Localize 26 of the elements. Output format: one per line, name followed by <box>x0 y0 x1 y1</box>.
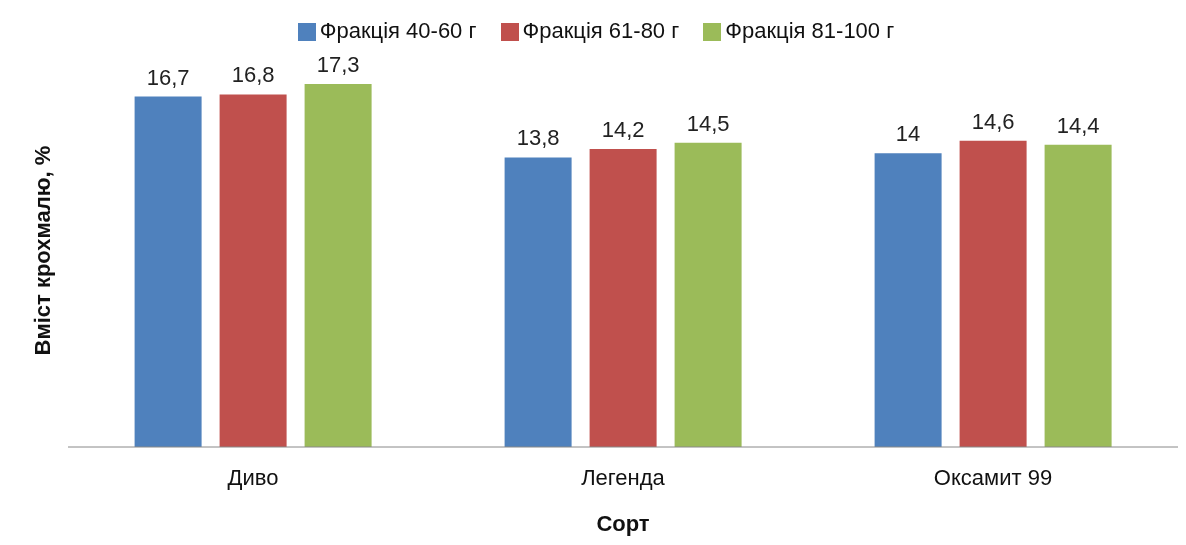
data-label: 17,3 <box>316 52 360 77</box>
y-axis-title: Вміст крохмалю, % <box>29 145 55 356</box>
x-tick-label: Легенда <box>581 464 666 490</box>
x-tick-label: Диво <box>227 464 279 490</box>
x-axis-title: Сорт <box>596 511 650 536</box>
legend-label: Фракція 61-80 г <box>522 18 680 43</box>
data-label: 16,8 <box>231 62 275 88</box>
data-label: 14,4 <box>1056 112 1100 138</box>
bar <box>1044 144 1112 447</box>
data-label: 14,6 <box>971 108 1015 134</box>
data-label: 14 <box>895 121 921 147</box>
bar <box>959 140 1027 447</box>
legend-label: Фракція 81-100 г <box>725 18 895 43</box>
bar <box>674 142 742 447</box>
bar <box>134 96 202 447</box>
data-label: 14,5 <box>686 110 730 136</box>
data-label: 14,2 <box>601 117 645 143</box>
bar <box>304 84 372 447</box>
bar <box>589 149 657 447</box>
bar <box>504 157 572 447</box>
bar <box>219 94 287 447</box>
legend-label: Фракція 40-60 г <box>319 18 477 43</box>
data-label: 13,8 <box>516 125 560 151</box>
bar <box>874 153 942 447</box>
data-label: 16,7 <box>146 64 190 90</box>
x-tick-label: Оксамит 99 <box>933 464 1053 490</box>
